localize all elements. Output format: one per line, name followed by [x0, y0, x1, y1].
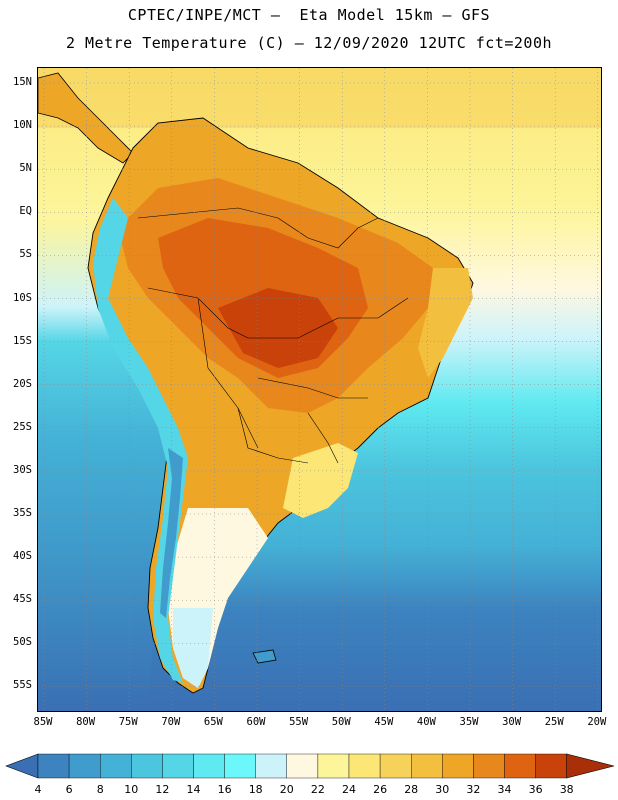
colorbar-tick-label: 20 [279, 783, 294, 796]
lat-label: 15N [13, 76, 32, 88]
andes-peaks [160, 448, 183, 618]
lat-label: 50S [13, 636, 32, 649]
colorbar-segment [473, 753, 505, 779]
colorbar-tick-label: 16 [217, 783, 232, 796]
lat-label: 5S [19, 248, 32, 261]
colorbar-tick-label: 26 [373, 783, 388, 796]
lon-label: 85W [33, 716, 53, 728]
colorbar-tick-label: 4 [34, 783, 42, 796]
colorbar-tick-label: 8 [96, 783, 104, 796]
lat-label: 25S [13, 420, 32, 433]
lon-label: 30W [502, 716, 522, 728]
lon-label: 60W [246, 716, 266, 728]
colorbar-segment [162, 753, 194, 779]
colorbar-segment [255, 753, 287, 779]
lon-label: 45W [374, 716, 394, 728]
colorbar-segment [379, 753, 412, 779]
colorbar-segment [131, 753, 163, 779]
colorbar-tick-label: 6 [65, 783, 73, 796]
colorbar-tick-label: 36 [528, 783, 543, 796]
colorbar-segment [348, 753, 381, 779]
country-borders [137, 207, 409, 464]
lon-label: 40W [416, 716, 436, 728]
lat-label: 20S [13, 377, 32, 390]
colorbar-tick-label: 28 [404, 783, 419, 796]
colorbar-segment [193, 753, 225, 779]
lon-label: 65W [203, 716, 223, 728]
colorbar-tick-label: 32 [466, 783, 481, 796]
lon-label: 20W [587, 716, 607, 728]
lat-label: 45S [13, 593, 32, 606]
colorbar-tick-label: 14 [186, 783, 201, 796]
northeast-coast [418, 268, 473, 378]
lon-label: 50W [331, 716, 351, 728]
colorbar-segment [535, 753, 567, 779]
colorbar-tick-label: 24 [342, 783, 356, 796]
colorbar-segment [68, 753, 101, 779]
map-title: CPTEC/INPE/MCT – Eta Model 15km – GFS [127, 6, 491, 24]
colorbar-tick-label: 38 [559, 783, 574, 796]
colorbar-segment [99, 753, 132, 779]
colorbar-tick-label: 34 [497, 783, 512, 796]
lon-label: 75W [118, 716, 138, 728]
patagonia-south [173, 608, 213, 688]
colorbar-tick-label: 18 [248, 783, 263, 796]
lat-label: 5N [19, 162, 32, 175]
falkland-islands [252, 649, 277, 664]
lat-label: 10S [13, 291, 32, 304]
colorbar-tick-label: 30 [435, 783, 450, 796]
colorbar-tick-label: 10 [124, 783, 139, 796]
lon-label: 55W [289, 716, 309, 728]
colorbar-segment [411, 753, 443, 779]
lat-label: 30S [13, 463, 32, 476]
lat-label: 15S [13, 334, 32, 347]
temperature-map [37, 67, 602, 712]
colorbar-tick-label: 22 [310, 783, 325, 796]
lon-label: 35W [459, 716, 479, 728]
lat-label: 55S [13, 679, 32, 692]
colorbar-segment [317, 753, 350, 779]
lon-label: 70W [161, 716, 181, 728]
lat-label: 40S [13, 550, 32, 563]
lon-label: 25W [544, 716, 564, 728]
colorbar-segment [224, 753, 256, 779]
colorbar-tick-label: 12 [155, 783, 170, 796]
hottest-core [218, 288, 338, 368]
caribbean-sea [38, 68, 601, 128]
lon-label: 80W [76, 716, 96, 728]
colorbar-segment [37, 753, 70, 779]
colorbar-low-arrow [5, 753, 39, 779]
color-scale-bar [5, 753, 615, 779]
colorbar-segment [442, 753, 474, 779]
colorbar-segment [286, 753, 319, 779]
map-subtitle: 2 Metre Temperature (C) – 12/09/2020 12U… [65, 34, 553, 52]
colorbar-high-arrow [566, 753, 615, 779]
lat-label: 10N [13, 119, 32, 132]
lat-label: EQ [19, 205, 32, 218]
colorbar-segment [504, 753, 536, 779]
lat-label: 35S [13, 507, 32, 519]
